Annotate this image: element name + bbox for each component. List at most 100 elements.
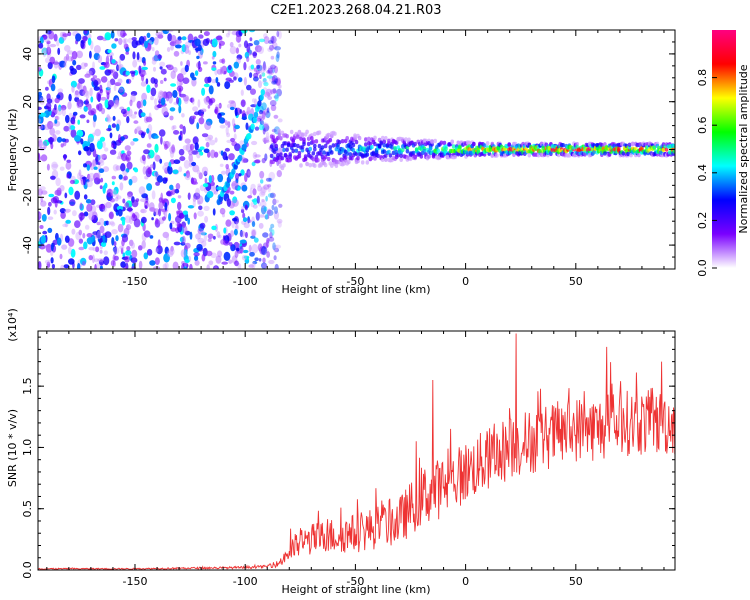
noise-speckle (214, 106, 219, 115)
noise-speckle (38, 42, 44, 49)
noise-speckle (192, 164, 200, 173)
signal-band-mark (277, 159, 282, 165)
noise-speckle (251, 262, 256, 269)
noise-speckle (47, 227, 53, 233)
x-tick-label: -100 (233, 275, 258, 288)
noise-speckle (261, 246, 267, 256)
noise-speckle (201, 108, 207, 113)
noise-speckle (54, 119, 58, 124)
noise-speckle (203, 205, 210, 211)
noise-speckle (67, 31, 72, 37)
noise-speckle (181, 113, 185, 118)
noise-speckle (214, 137, 218, 143)
noise-speckle (249, 72, 253, 78)
noise-speckle (131, 39, 138, 49)
noise-speckle (118, 58, 122, 66)
noise-speckle (263, 122, 269, 128)
noise-speckle (68, 124, 72, 132)
noise-speckle (78, 150, 82, 156)
noise-speckle (157, 90, 165, 100)
signal-band-mark (334, 163, 339, 168)
noise-speckle (138, 186, 146, 195)
noise-speckle (267, 208, 272, 215)
noise-speckle (170, 227, 177, 232)
noise-speckle (83, 146, 90, 152)
noise-speckle (216, 82, 221, 87)
noise-speckle (247, 170, 252, 176)
noise-speckle (121, 218, 126, 226)
noise-speckle (151, 190, 156, 200)
noise-speckle (234, 124, 241, 130)
noise-speckle (134, 128, 138, 135)
noise-speckle (94, 264, 97, 269)
noise-speckle (207, 104, 211, 109)
noise-speckle (75, 33, 82, 42)
noise-speckle (191, 76, 197, 81)
noise-speckle (183, 160, 190, 169)
signal-band-mark (314, 139, 319, 144)
noise-speckle (70, 80, 77, 88)
noise-speckle (140, 112, 146, 117)
noise-speckle (100, 76, 108, 83)
signal-band-mark (433, 138, 438, 144)
noise-speckle (197, 237, 205, 244)
noise-speckle (212, 61, 217, 65)
noise-speckle (166, 191, 172, 197)
noise-speckle (63, 62, 67, 68)
signal-band-mark (627, 142, 632, 147)
signal-band-mark (313, 143, 317, 149)
noise-speckle (95, 246, 100, 253)
noise-speckle (270, 35, 277, 44)
noise-speckle (271, 80, 278, 85)
noise-speckle (111, 229, 118, 235)
noise-speckle (274, 46, 281, 51)
noise-speckle (96, 221, 101, 226)
noise-speckle (81, 261, 86, 266)
y-tick-label: -40 (21, 236, 34, 254)
signal-band-mark (285, 134, 289, 139)
noise-speckle (45, 86, 49, 91)
noise-speckle (194, 142, 199, 151)
noise-speckle (109, 220, 115, 225)
noise-speckle (203, 31, 210, 37)
noise-speckle (245, 256, 249, 261)
noise-speckle (155, 218, 159, 225)
noise-speckle (179, 81, 184, 86)
noise-speckle (242, 212, 246, 219)
noise-speckle (156, 245, 163, 255)
noise-speckle (227, 30, 231, 36)
noise-speckle (63, 125, 70, 132)
noise-speckle (221, 261, 228, 265)
noise-speckle (252, 188, 257, 196)
noise-speckle (237, 186, 241, 191)
noise-speckle (254, 257, 259, 262)
noise-speckle (202, 183, 209, 188)
noise-speckle (47, 120, 54, 130)
noise-speckle (229, 210, 236, 216)
noise-speckle (266, 75, 274, 79)
signal-band-mark (390, 145, 394, 150)
noise-speckle (203, 170, 208, 177)
noise-speckle (144, 205, 148, 209)
noise-speckle (92, 247, 96, 252)
noise-speckle (148, 130, 152, 140)
noise-speckle (83, 211, 89, 217)
signal-band-mark (472, 141, 476, 147)
noise-speckle (219, 66, 223, 75)
signal-band-mark (467, 140, 471, 146)
noise-speckle (74, 135, 81, 142)
noise-speckle (119, 245, 125, 250)
noise-speckle (98, 168, 105, 173)
signal-band-mark (299, 136, 303, 141)
noise-speckle (228, 79, 234, 83)
noise-speckle (241, 110, 246, 118)
noise-speckle (178, 105, 182, 114)
noise-speckle (198, 172, 203, 180)
noise-speckle (268, 177, 273, 182)
noise-speckle (184, 138, 191, 144)
noise-speckle (231, 180, 239, 190)
noise-speckle (71, 228, 76, 235)
noise-speckle (162, 263, 167, 269)
signal-band-mark (279, 136, 283, 141)
noise-speckle (197, 200, 201, 205)
